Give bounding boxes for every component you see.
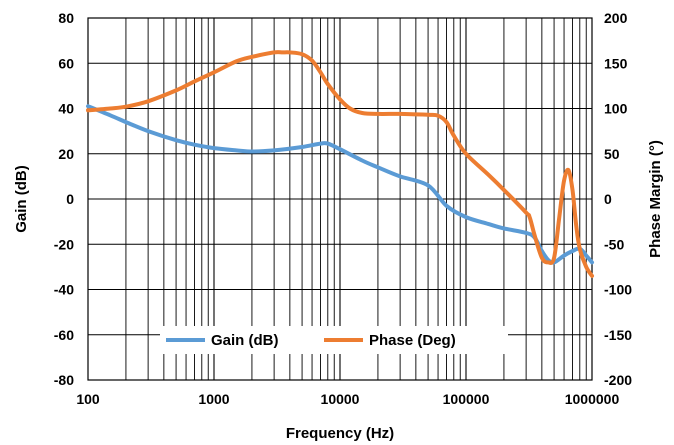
y2-tick-label: -50 [604,236,624,252]
x-tick-label: 100000 [443,391,490,407]
y2-tick-label: 150 [604,55,628,71]
y-tick-label: -80 [54,372,74,388]
tick-labels: 100 1000 10000 100000 1000000806040200-20-40… [54,10,632,407]
series-lines [86,50,594,278]
legend-label-gain: Gain (dB) [211,332,279,349]
x-tick-label: 1000 [198,391,229,407]
y-tick-label: 20 [58,146,74,162]
y2-tick-label: 100 [604,101,628,117]
x-tick-label: 1000000 [565,391,620,407]
y-tick-label: 40 [58,101,74,117]
y2-tick-label: -200 [604,372,632,388]
y2-tick-label: -100 [604,282,632,298]
legend: Gain (dB) Phase (Deg) [160,326,508,354]
y-tick-label: 60 [58,55,74,71]
y2-tick-label: -150 [604,327,632,343]
series-line-phase [86,50,594,278]
x-tick-label: 10000 [321,391,360,407]
x-tick-label: 100 [76,391,100,407]
y-tick-label: 80 [58,10,74,26]
plot-frame [87,17,593,381]
y-tick-label: -40 [54,282,74,298]
y-tick-label: -60 [54,327,74,343]
y-axis-title: Gain (dB) [13,165,30,233]
legend-label-phase: Phase (Deg) [369,332,456,349]
plot-grid [88,18,592,380]
y2-tick-label: 200 [604,10,628,26]
y2-tick-label: 0 [604,191,612,207]
y2-tick-label: 50 [604,146,620,162]
y2-axis-title: Phase Margin (°) [647,140,664,258]
y-tick-label: -20 [54,236,74,252]
y-tick-label: 0 [66,191,74,207]
x-axis-title: Frequency (Hz) [286,425,394,442]
